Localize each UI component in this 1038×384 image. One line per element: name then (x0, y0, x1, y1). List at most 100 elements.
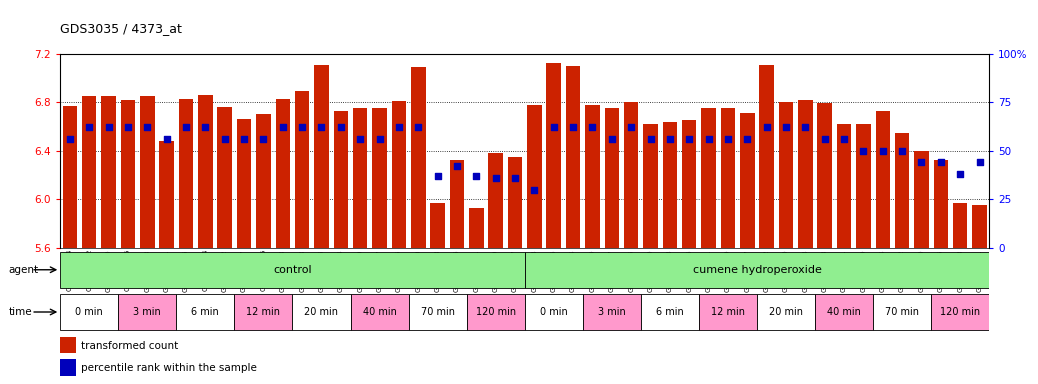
Text: 3 min: 3 min (134, 307, 161, 317)
Bar (293, 294, 351, 330)
Point (410, 124, 427, 131)
Point (255, 136, 272, 142)
Bar (60, 252, 524, 288)
Bar (217, 107, 231, 248)
Bar (198, 95, 213, 248)
Bar (469, 208, 484, 248)
Text: 0 min: 0 min (540, 307, 568, 317)
Bar (662, 122, 677, 248)
Bar (449, 161, 464, 248)
Bar (895, 132, 909, 248)
Text: percentile rank within the sample: percentile rank within the sample (82, 363, 257, 373)
Point (681, 136, 698, 142)
Bar (837, 124, 851, 248)
Point (197, 124, 214, 131)
Bar (333, 111, 348, 248)
Point (294, 124, 310, 131)
Point (739, 136, 756, 142)
Bar (431, 203, 445, 248)
Point (507, 175, 523, 181)
Bar (82, 96, 97, 248)
Point (952, 171, 968, 177)
Bar (585, 105, 600, 248)
Text: 70 min: 70 min (885, 307, 919, 317)
Bar (527, 105, 542, 248)
Point (352, 136, 368, 142)
Text: time: time (8, 307, 32, 317)
Point (274, 124, 291, 131)
Text: 12 min: 12 min (246, 307, 280, 317)
Bar (508, 157, 522, 248)
Bar (582, 294, 640, 330)
Bar (699, 294, 757, 330)
Bar (604, 108, 619, 248)
Point (101, 124, 117, 131)
Point (565, 124, 581, 131)
Point (159, 136, 175, 142)
Point (372, 136, 388, 142)
Bar (373, 108, 387, 248)
Bar (351, 294, 409, 330)
Point (817, 136, 834, 142)
Bar (640, 294, 699, 330)
Text: 3 min: 3 min (598, 307, 626, 317)
Bar (102, 96, 116, 248)
Bar (120, 100, 135, 248)
Text: 0 min: 0 min (76, 307, 103, 317)
Point (836, 136, 852, 142)
Text: 20 min: 20 min (304, 307, 338, 317)
Point (603, 136, 620, 142)
Bar (118, 294, 176, 330)
Point (701, 136, 717, 142)
Point (177, 124, 194, 131)
Point (623, 124, 639, 131)
Bar (953, 203, 967, 248)
Bar (914, 151, 929, 248)
Bar (62, 106, 77, 248)
Bar (60, 294, 118, 330)
Text: 6 min: 6 min (656, 307, 684, 317)
Point (719, 136, 736, 142)
Point (913, 159, 930, 166)
Bar (760, 65, 774, 248)
Bar (973, 205, 987, 248)
Point (526, 187, 543, 193)
Point (972, 159, 988, 166)
Bar (489, 153, 503, 248)
Point (390, 124, 407, 131)
Bar (933, 161, 948, 248)
Point (139, 124, 156, 131)
Text: 120 min: 120 min (940, 307, 980, 317)
Bar (140, 96, 155, 248)
Text: 6 min: 6 min (191, 307, 219, 317)
Point (874, 148, 891, 154)
Bar (60, 337, 76, 353)
Bar (295, 91, 309, 248)
Point (81, 124, 98, 131)
Text: 12 min: 12 min (711, 307, 745, 317)
Text: transformed count: transformed count (82, 341, 179, 351)
Point (61, 136, 78, 142)
Bar (873, 294, 931, 330)
Bar (467, 294, 524, 330)
Text: 40 min: 40 min (827, 307, 861, 317)
Bar (798, 100, 813, 248)
Bar (176, 294, 235, 330)
Point (777, 124, 794, 131)
Bar (237, 119, 251, 248)
Bar (524, 294, 582, 330)
Bar (60, 359, 76, 376)
Point (932, 159, 949, 166)
Bar (644, 124, 658, 248)
Bar (353, 108, 367, 248)
Point (313, 124, 330, 131)
Bar (682, 121, 696, 248)
Point (216, 136, 233, 142)
Bar (411, 67, 426, 248)
Point (332, 124, 349, 131)
Point (584, 124, 601, 131)
Bar (875, 111, 890, 248)
Bar (391, 101, 406, 248)
Bar (702, 108, 716, 248)
Bar (179, 99, 193, 248)
